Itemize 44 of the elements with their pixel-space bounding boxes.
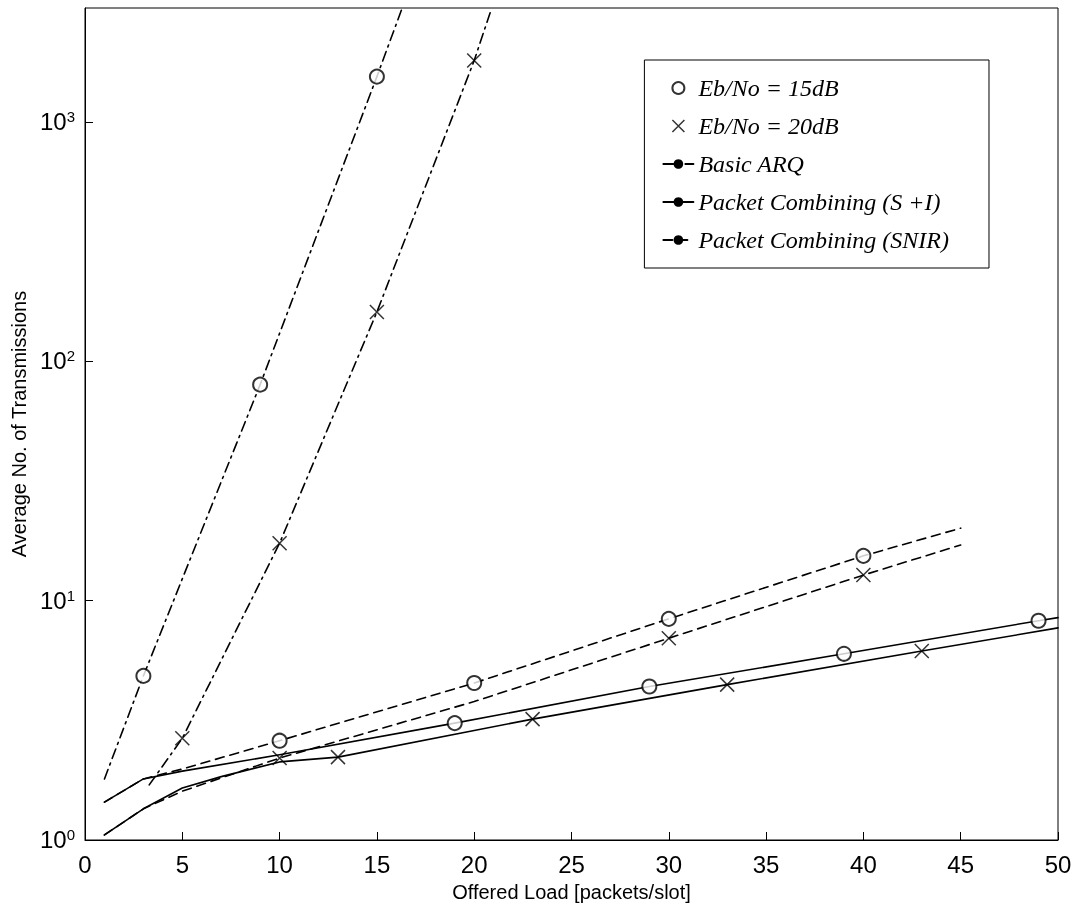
point [466,675,483,692]
legend-label: Packet Combining (SNIR) [697,227,950,253]
point [135,667,152,684]
point [271,535,288,551]
x-tick-label: 15 [363,850,391,878]
point [174,730,191,747]
y-tick-label: 10$^{3}$ [39,108,75,137]
x-tick-label: 30 [655,850,683,878]
point [368,68,385,85]
point [719,676,735,693]
point [271,732,288,749]
legend-label: Basic ARQ [698,151,804,177]
y-tick-label: 10$^{2}$ [39,347,75,376]
y-tick-label: 10$^{0}$ [39,826,75,854]
point [661,630,677,646]
x-tick-label: 45 [947,850,975,878]
point [252,376,269,393]
x-tick-label: 35 [752,850,780,878]
x-tick-label: 50 [1044,850,1072,878]
x-tick-label: 40 [850,850,877,878]
point [641,678,658,695]
point [369,304,385,320]
point [271,750,288,766]
point [466,52,482,69]
y-axis-title: Average No. of Transmissions [8,290,30,558]
point [835,645,852,662]
legend-label: Eb/No = 15dB [697,75,839,101]
legend-label: Eb/No = 20dB [697,113,839,139]
x-tick-label: 10 [266,850,293,878]
point [855,547,872,564]
point [446,715,463,732]
point [330,749,346,765]
point [524,711,541,727]
x-tick-label: 5 [175,850,189,878]
legend-label: Packet Combining (S +I) [697,189,941,215]
x-tick-label: 0 [78,850,92,878]
point [855,567,872,583]
point [914,643,930,659]
x-axis-title: Offered Load [packets/slot] [452,881,691,903]
x-tick-label: 20 [460,850,488,878]
point [1030,612,1047,629]
point [660,610,677,627]
x-tick-label: 25 [558,850,585,878]
y-tick-label: 10$^{1}$ [39,586,75,615]
